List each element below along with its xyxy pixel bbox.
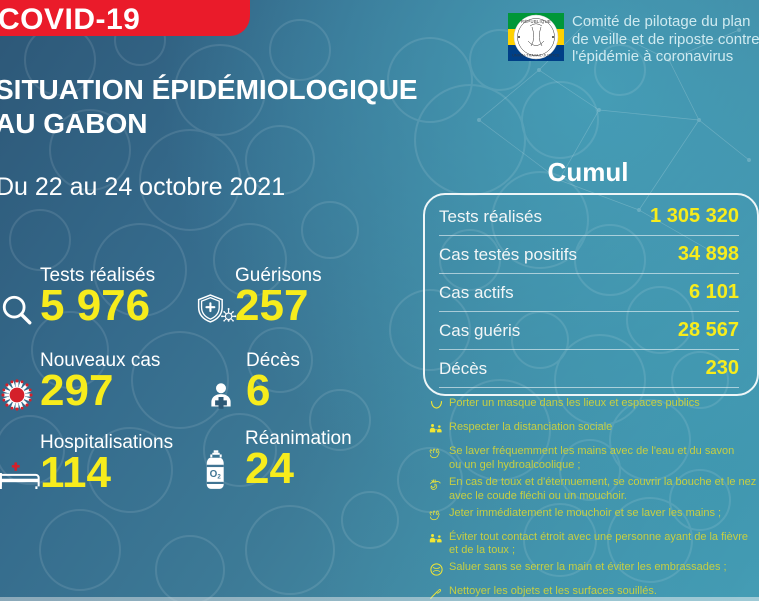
- svg-text:RÉPUBLIQUE: RÉPUBLIQUE: [521, 19, 551, 24]
- svg-text:UNION-TRAVAIL-JUSTICE: UNION-TRAVAIL-JUSTICE: [512, 54, 560, 58]
